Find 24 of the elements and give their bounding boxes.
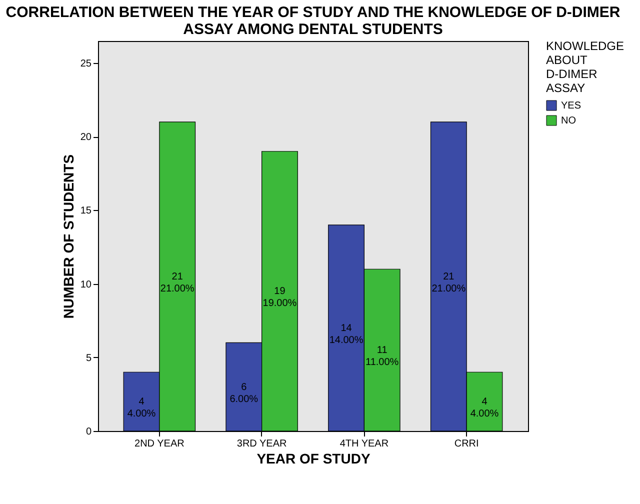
data-label: 4 4.00%	[127, 396, 156, 420]
data-label: 19 19.00%	[262, 286, 297, 310]
legend-label: YES	[561, 100, 582, 112]
data-label: 21 21.00%	[432, 271, 466, 294]
data-label: 6 6.00%	[230, 382, 258, 405]
x-tick-label: 2ND YEAR	[134, 438, 184, 450]
y-tick-label: 20	[80, 132, 92, 144]
chart-title: CORRELATION BETWEEN THE YEAR OF STUDY AND THE KNOWLEDGE OF D-DIMER ASSAY AMONG DENTAL STUDENTS	[6, 4, 620, 38]
y-tick-label: 25	[80, 58, 92, 70]
x-tick-label: 3RD YEAR	[236, 438, 287, 450]
x-axis-title: YEAR OF STUDY	[256, 450, 371, 466]
data-label: 4 4.00%	[470, 396, 499, 420]
x-tick-label: CRRI	[454, 438, 479, 450]
y-axis-title: NUMBER OF STUDENTS	[60, 154, 76, 319]
y-tick-label: 5	[86, 352, 92, 364]
data-label: 11 11.00%	[366, 345, 399, 368]
legend-title: KNOWLEDGE ABOUT D-DIMER ASSAY	[546, 39, 624, 95]
y-tick-label: 15	[80, 206, 92, 217]
y-tick-label: 10	[80, 279, 92, 290]
legend-label: NO	[561, 116, 576, 126]
data-label: 21 21.00%	[160, 271, 194, 294]
y-tick-label: 0	[86, 426, 92, 438]
x-tick-label: 4TH YEAR	[340, 438, 389, 450]
data-label: 14 14.00%	[329, 322, 364, 346]
